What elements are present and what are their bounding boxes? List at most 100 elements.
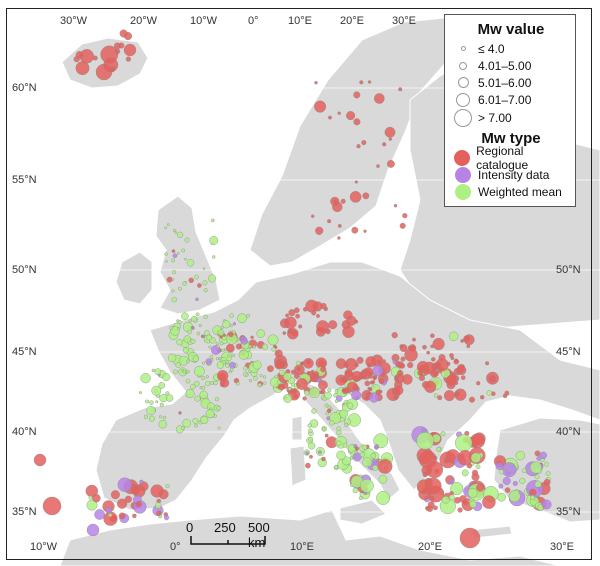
earthquake-marker [202,267,206,271]
earthquake-marker [132,513,137,519]
earthquake-marker [365,356,377,368]
earthquake-marker [176,339,183,346]
earthquake-marker [235,343,242,350]
earthquake-marker [319,390,323,395]
earthquake-marker [418,374,426,382]
earthquake-marker [217,426,221,430]
earthquake-marker [221,348,225,353]
earthquake-marker [541,499,552,510]
earthquake-marker [466,463,473,469]
earthquake-marker [241,337,248,345]
lon-label-top: 20°W [130,15,158,27]
earthquake-marker [252,360,262,370]
earthquake-marker [284,316,297,329]
earthquake-marker [536,456,542,461]
earthquake-marker [486,390,492,396]
size-circle-icon [457,77,469,88]
map-legend: Mw value ≤ 4.0 4.01–5.00 5.01–6.00 6.01–… [444,14,576,207]
earthquake-marker [202,280,208,286]
earthquake-marker [271,347,276,352]
earthquake-marker [305,299,319,313]
earthquake-marker [426,461,444,479]
legend-size-row: 5.01–6.00 [453,74,569,91]
earthquake-marker [263,381,267,385]
earthquake-marker [369,380,374,385]
earthquake-marker [220,326,224,330]
earthquake-marker [150,484,164,498]
earthquake-marker [435,446,441,452]
earthquake-marker [184,237,190,243]
earthquake-marker [288,309,296,317]
legend-type-label: Regional catalogue [476,143,529,172]
earthquake-marker [402,213,408,219]
size-circle-icon [456,92,470,107]
earthquake-marker [515,450,525,461]
earthquake-marker [399,363,406,369]
earthquake-marker [363,229,367,233]
earthquake-marker [328,115,332,120]
lon-label-bottom: 30°E [550,541,574,553]
earthquake-marker [460,375,466,380]
earthquake-marker [469,500,477,509]
earthquake-marker [293,372,300,379]
earthquake-marker [181,248,186,253]
earthquake-marker [362,192,370,200]
earthquake-marker [118,42,125,49]
earthquake-marker [544,461,549,467]
earthquake-marker [450,482,464,496]
earthquake-marker [313,371,320,378]
earthquake-marker [449,331,459,341]
earthquake-marker [426,505,434,512]
earthquake-marker [433,393,438,398]
earthquake-marker [210,218,215,223]
earthquake-marker [175,362,181,368]
earthquake-marker [315,226,324,235]
legend-type-label: Weighted mean [478,184,562,199]
lat-label-left: 55°N [12,174,37,186]
earthquake-marker [201,361,205,365]
lat-label-right: 50°N [556,264,581,276]
legend-size-label: 6.01–7.00 [478,92,532,107]
earthquake-marker [158,415,162,419]
earthquake-marker [263,375,267,379]
earthquake-marker [443,457,450,464]
earthquake-marker [257,382,262,388]
earthquake-marker [171,277,175,281]
earthquake-marker [351,390,362,401]
earthquake-marker [316,314,320,318]
earthquake-marker [341,388,348,395]
earthquake-marker [194,365,205,377]
earthquake-marker [293,307,300,314]
earthquake-marker [407,362,414,369]
earthquake-marker [203,288,208,293]
earthquake-marker [395,375,400,380]
earthquake-marker [266,365,274,373]
earthquake-marker [378,474,388,484]
earthquake-marker [201,376,206,381]
earthquake-marker [169,326,174,330]
earthquake-marker [227,354,231,358]
earthquake-marker [196,331,201,336]
earthquake-marker [460,338,465,343]
lon-label-top: 20°E [340,15,364,27]
earthquake-marker [361,140,367,146]
earthquake-marker [459,495,467,503]
earthquake-marker [469,396,476,403]
earthquake-marker [344,422,349,427]
earthquake-marker [105,506,112,514]
earthquake-marker [430,357,436,362]
earthquake-marker [324,403,329,408]
earthquake-marker [186,259,195,267]
earthquake-marker [216,345,220,349]
earthquake-marker [372,376,377,381]
earthquake-marker [92,494,101,503]
earthquake-marker [214,397,220,402]
earthquake-marker [182,418,191,428]
earthquake-marker [192,355,200,362]
earthquake-marker [208,345,212,349]
lat-label-left: 50°N [12,264,37,276]
earthquake-marker [321,456,326,462]
earthquake-marker [337,236,341,240]
earthquake-marker [529,461,542,474]
earthquake-marker [381,373,386,378]
